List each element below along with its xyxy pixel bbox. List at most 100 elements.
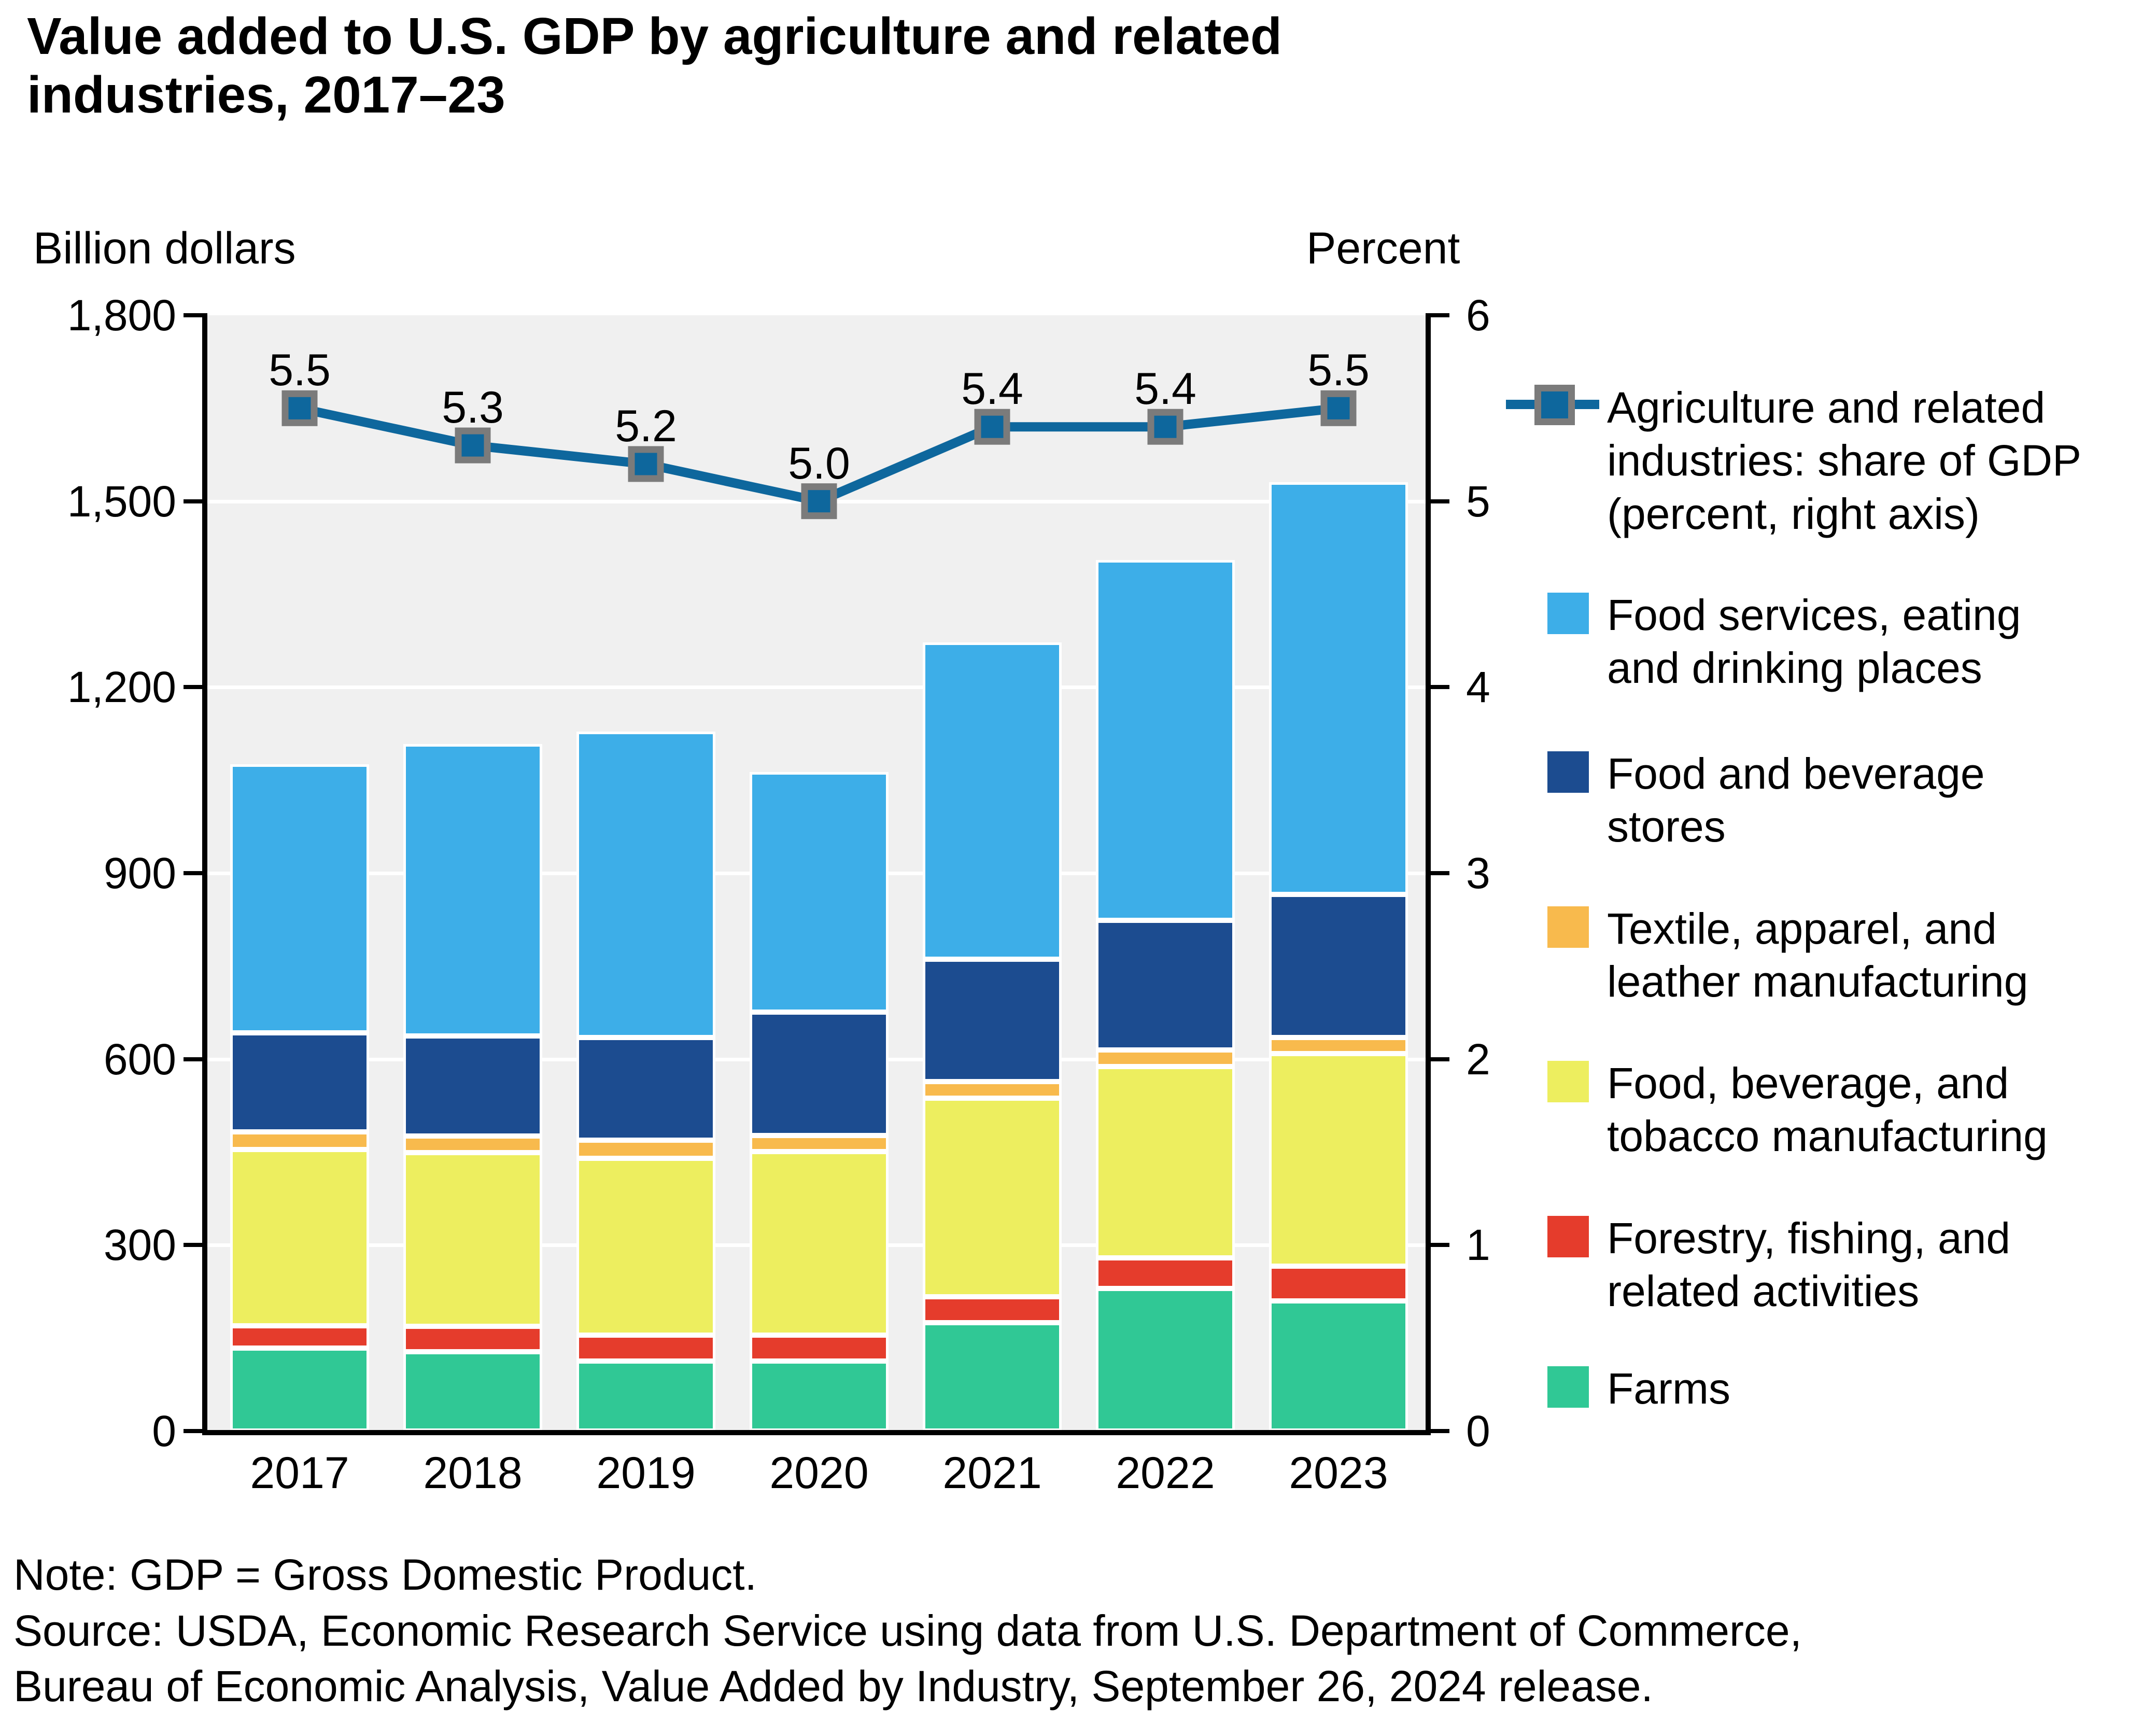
footer-source-line-1: Source: USDA, Economic Research Service … [13,1606,1802,1655]
legend-item-label: Farms [1607,1364,1730,1413]
legend-item-label: Textile, apparel, and leather manufactur… [1607,904,2028,1006]
right-axis-line [1426,313,1431,1435]
bar-segment-food-services-2023 [1269,482,1408,894]
plot-area: 5.5 5.3 5.2 5.0 5.4 5.4 5.5 [207,315,1426,1431]
bar-segment-food-and-2018 [403,1036,542,1136]
right-tick-label-1: 1 [1466,1221,1490,1270]
share-value-label-2023: 5.5 [1307,345,1370,396]
bar-segment-textile-apparel-2022 [1096,1049,1235,1067]
left-tick-0 [184,1429,202,1433]
share-value-label-2019: 5.2 [615,401,677,451]
left-axis-line [202,313,207,1435]
legend-item-label: Food, beverage, and tobacco manufacturin… [1607,1059,2048,1161]
bar-segment-textile-apparel-2019 [576,1140,715,1158]
bar-segment-textile-apparel-2023 [1269,1037,1408,1054]
bar-segment-food-beverage-2017 [230,1150,369,1326]
left-tick-300 [184,1243,202,1248]
bar-segment-forestry-fishing-2020 [750,1335,889,1361]
bar-segment-food-services-2018 [403,744,542,1036]
bar-segment-forestry-fishing-2017 [230,1325,369,1348]
bar-segment-textile-apparel-2018 [403,1136,542,1153]
legend-swatch-icon [1547,593,1589,634]
right-tick-1 [1431,1243,1449,1248]
bar-segment-farms-2020 [750,1361,889,1431]
left-tick-label-300: 300 [103,1221,176,1270]
right-tick-3 [1431,871,1449,875]
legend-item-label: Food services, eating and drinking place… [1607,591,2021,693]
right-axis-title: Percent [1306,223,1460,273]
footer: Note: GDP = Gross Domestic Product. Sour… [13,1547,2139,1715]
share-marker-2017-icon [281,390,318,426]
left-tick-label-900: 900 [103,849,176,898]
legend-swatch-icon [1547,1216,1589,1257]
x-axis-label-2020: 2020 [769,1448,869,1498]
bar-segment-food-beverage-2021 [923,1098,1062,1297]
gridline-1500 [207,499,1426,503]
bar-segment-food-beverage-2023 [1269,1053,1408,1266]
share-marker-2023-icon [1320,390,1357,426]
share-value-label-2022: 5.4 [1134,364,1196,414]
bar-segment-farms-2023 [1269,1300,1408,1431]
bar-segment-food-and-2019 [576,1037,715,1141]
left-tick-label-0: 0 [152,1407,176,1455]
bar-segment-forestry-fishing-2021 [923,1296,1062,1323]
share-marker-2019-icon [628,446,664,482]
bar-segment-forestry-fishing-2019 [576,1335,715,1361]
bar-segment-forestry-fishing-2018 [403,1326,542,1352]
bar-segment-food-beverage-2020 [750,1151,889,1335]
x-axis-label-2017: 2017 [250,1448,349,1498]
legend-swatch-icon [1547,1366,1589,1408]
legend-item-label: Agriculture and related industries: shar… [1607,383,2082,538]
right-tick-label-6: 6 [1466,291,1490,340]
legend-item-label: Forestry, fishing, and related activitie… [1607,1214,2011,1316]
share-value-label-2021: 5.4 [961,364,1023,414]
bar-segment-food-services-2020 [750,772,889,1012]
right-tick-label-5: 5 [1466,476,1490,526]
right-tick-6 [1431,313,1449,317]
bar-segment-food-and-2017 [230,1033,369,1132]
right-tick-2 [1431,1057,1449,1061]
left-tick-1,500 [184,499,202,503]
legend-swatch-icon [1547,1061,1589,1102]
x-axis-label-2018: 2018 [423,1448,523,1498]
share-marker-2022-icon [1147,409,1183,445]
right-tick-4 [1431,685,1449,690]
left-axis-title: Billion dollars [33,223,296,273]
bar-segment-food-beverage-2022 [1096,1067,1235,1258]
bar-segment-food-services-2017 [230,764,369,1033]
left-tick-1,800 [184,313,202,317]
bar-segment-forestry-fishing-2023 [1269,1266,1408,1301]
right-tick-5 [1431,499,1449,503]
bar-segment-farms-2018 [403,1351,542,1431]
bar-segment-food-beverage-2018 [403,1153,542,1326]
x-axis-label-2021: 2021 [942,1448,1042,1498]
bar-segment-food-services-2019 [576,732,715,1038]
right-tick-label-3: 3 [1466,849,1490,898]
bar-segment-food-and-2023 [1269,894,1408,1038]
left-tick-label-1,200: 1,200 [67,663,176,712]
legend-swatch-icon [1547,906,1589,948]
bottom-axis-line [202,1430,1431,1435]
footer-note: Note: GDP = Gross Domestic Product. [13,1550,757,1599]
right-tick-label-0: 0 [1466,1407,1490,1455]
bar-segment-farms-2021 [923,1322,1062,1431]
bar-segment-farms-2022 [1096,1288,1235,1431]
bar-segment-textile-apparel-2017 [230,1131,369,1150]
footer-source-line-2: Bureau of Economic Analysis, Value Added… [13,1662,1653,1711]
bar-segment-farms-2017 [230,1348,369,1431]
bar-segment-textile-apparel-2021 [923,1081,1062,1098]
bar-segment-food-and-2020 [750,1012,889,1136]
bar-segment-food-and-2022 [1096,920,1235,1050]
x-axis-label-2019: 2019 [596,1448,696,1498]
left-tick-label-600: 600 [103,1034,176,1084]
x-axis-label-2023: 2023 [1289,1448,1388,1498]
bar-segment-farms-2019 [576,1361,715,1431]
bar-segment-food-beverage-2019 [576,1158,715,1335]
gridline-1200 [207,685,1426,690]
left-tick-label-1,800: 1,800 [67,291,176,340]
bar-segment-forestry-fishing-2022 [1096,1258,1235,1289]
bar-segment-textile-apparel-2020 [750,1135,889,1152]
right-tick-0 [1431,1429,1449,1433]
page-title: Value added to U.S. GDP by agriculture a… [27,7,1282,124]
